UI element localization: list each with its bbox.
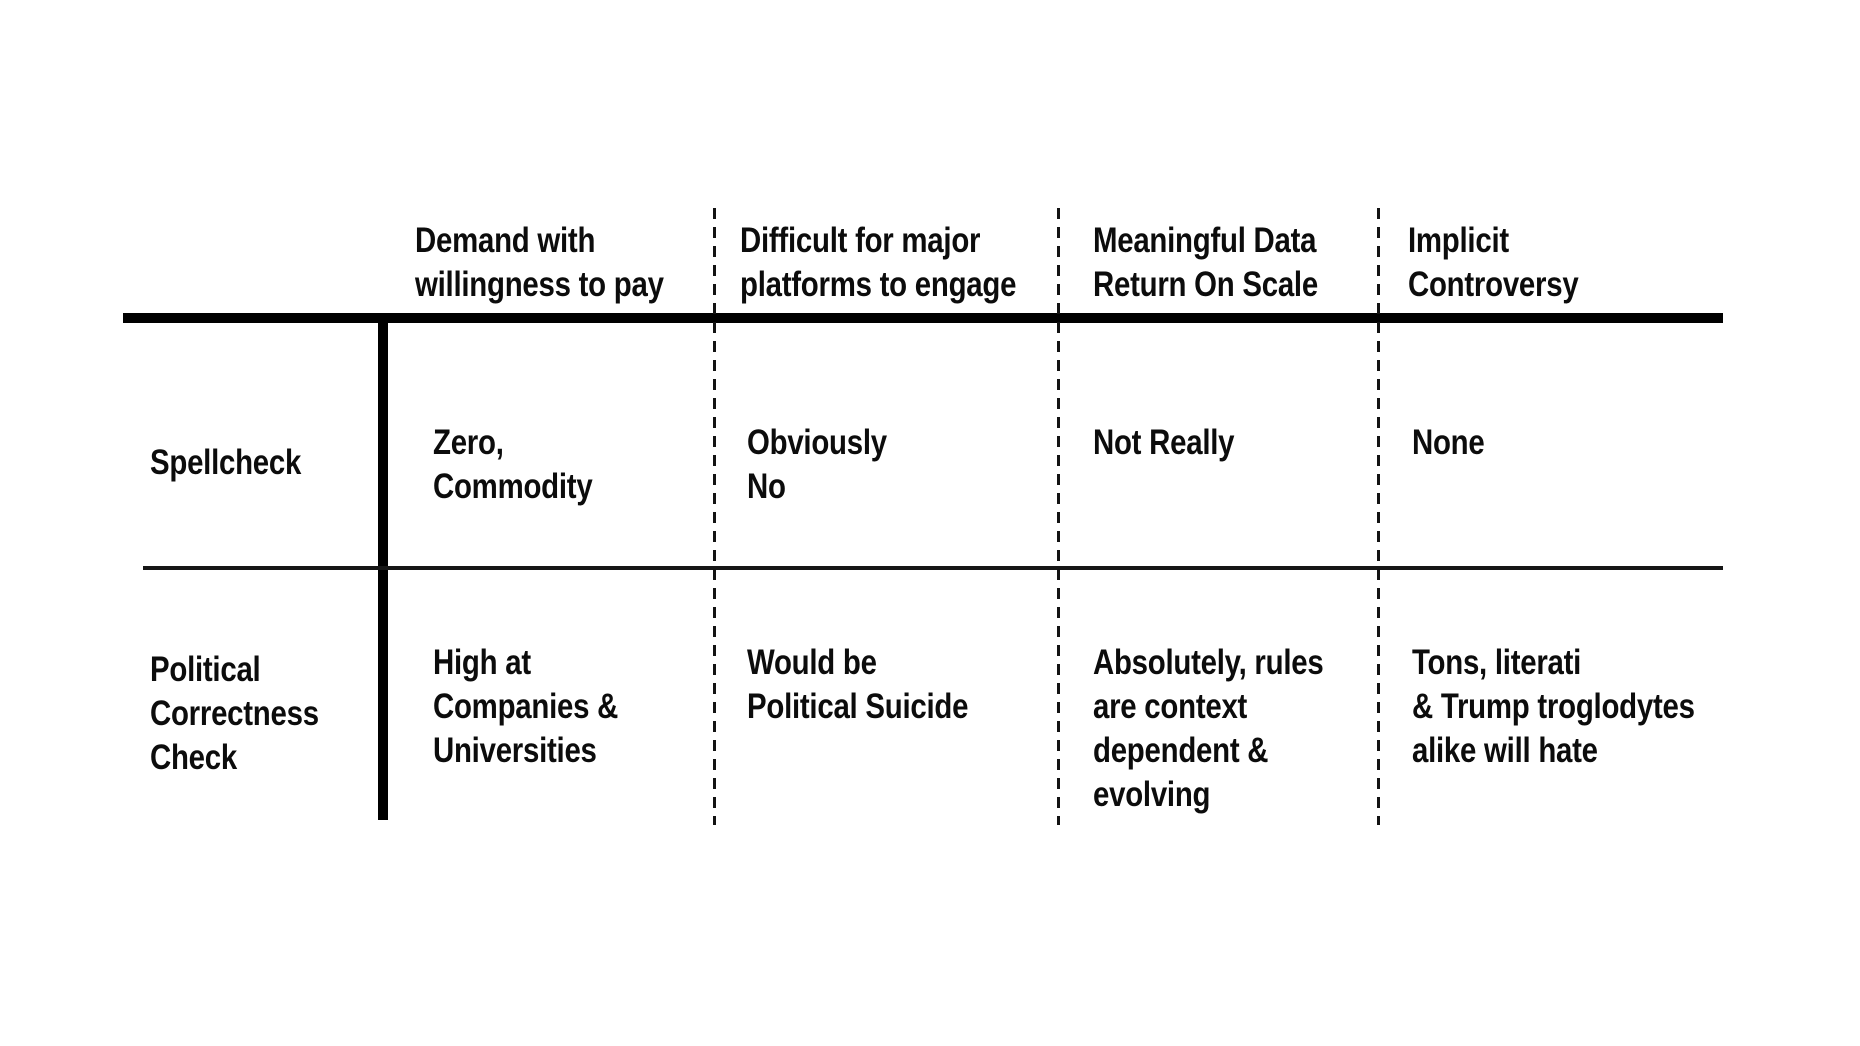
cell-line: Universities	[433, 731, 597, 770]
cell-line: dependent &	[1093, 731, 1269, 770]
cell-line: High at	[433, 643, 531, 682]
cell-line: Absolutely, rules	[1093, 643, 1324, 682]
column-header-controversy: Implicit Controversy	[1408, 219, 1579, 307]
cell-line: No	[747, 467, 786, 506]
row-label-line: Spellcheck	[150, 443, 302, 482]
row-label-line: Correctness	[150, 694, 319, 733]
row-label-political-correctness: Political Correctness Check	[150, 648, 319, 780]
cell-line: & Trump troglodytes	[1412, 687, 1695, 726]
row-separator-line	[143, 566, 1723, 570]
cell-spellcheck-controversy: None	[1412, 421, 1485, 465]
cell-pc-controversy: Tons, literati & Trump troglodytes alike…	[1412, 641, 1695, 773]
header-line: willingness to pay	[415, 265, 664, 304]
cell-pc-platforms: Would be Political Suicide	[747, 641, 968, 729]
cell-line: Companies &	[433, 687, 619, 726]
cell-line: are context	[1093, 687, 1248, 726]
header-divider-line	[123, 313, 1723, 323]
header-line: Implicit	[1408, 221, 1509, 260]
cell-line: Commodity	[433, 467, 593, 506]
cell-spellcheck-data-return: Not Really	[1093, 421, 1235, 465]
cell-spellcheck-platforms: Obviously No	[747, 421, 887, 509]
header-line: Return On Scale	[1093, 265, 1318, 304]
cell-line: Not Really	[1093, 423, 1235, 462]
cell-line: Political Suicide	[747, 687, 969, 726]
cell-line: Would be	[747, 643, 877, 682]
cell-pc-demand: High at Companies & Universities	[433, 641, 618, 773]
cell-line: alike will hate	[1412, 731, 1598, 770]
cell-pc-data-return: Absolutely, rules are context dependent …	[1093, 641, 1324, 817]
header-line: Demand with	[415, 221, 596, 260]
column-header-platforms: Difficult for major platforms to engage	[740, 219, 1016, 307]
cell-spellcheck-demand: Zero, Commodity	[433, 421, 593, 509]
header-line: Meaningful Data	[1093, 221, 1317, 260]
column-divider-3	[1377, 208, 1380, 825]
cell-line: evolving	[1093, 775, 1211, 814]
row-label-line: Check	[150, 738, 237, 777]
cell-line: None	[1412, 423, 1485, 462]
column-header-demand: Demand with willingness to pay	[415, 219, 664, 307]
column-header-data-return: Meaningful Data Return On Scale	[1093, 219, 1318, 307]
column-divider-2	[1057, 208, 1060, 825]
cell-line: Tons, literati	[1412, 643, 1582, 682]
column-divider-1	[713, 208, 716, 825]
row-label-line: Political	[150, 650, 261, 689]
header-line: Controversy	[1408, 265, 1579, 304]
cell-line: Obviously	[747, 423, 887, 462]
header-line: Difficult for major	[740, 221, 981, 260]
row-label-spellcheck: Spellcheck	[150, 441, 301, 485]
header-line: platforms to engage	[740, 265, 1017, 304]
cell-line: Zero,	[433, 423, 504, 462]
